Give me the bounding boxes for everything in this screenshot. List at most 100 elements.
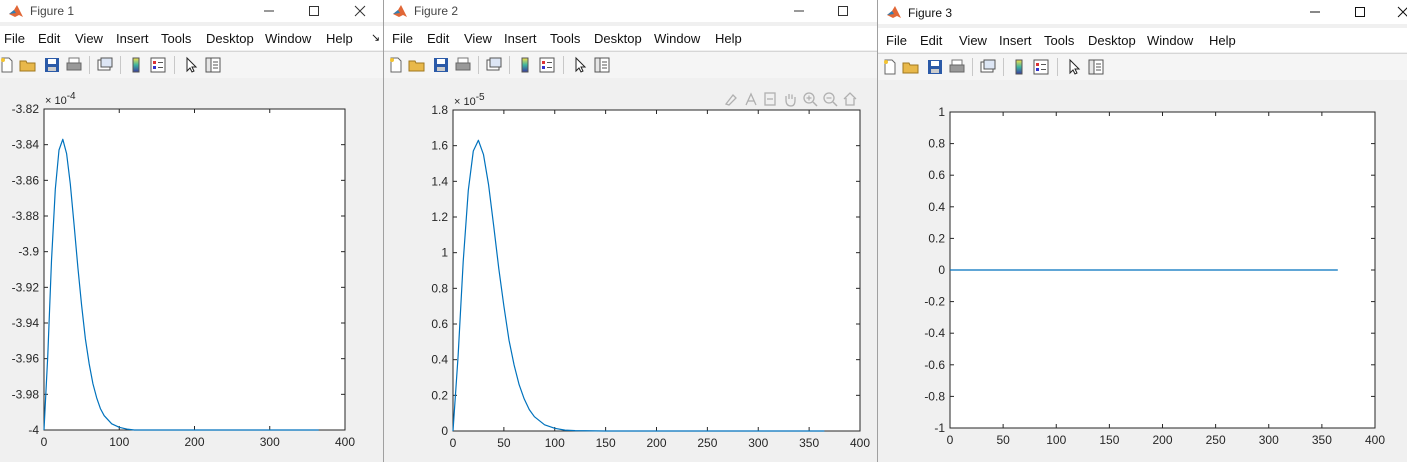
minimize-button[interactable] [1300, 3, 1330, 21]
y-tick-label: -3.86 [12, 173, 40, 187]
pointer-icon[interactable] [182, 56, 200, 74]
minimize-button[interactable] [784, 2, 814, 20]
menu-tools[interactable]: Tools [550, 31, 581, 46]
new-figure-icon[interactable] [0, 56, 16, 74]
close-icon [1397, 6, 1407, 18]
y-tick-label: -3.82 [12, 102, 40, 116]
axes-2[interactable]: 0 50 100 150 200 250 300 350 400 0 0.2 0.4 0.6 0.8 1 1.… [384, 78, 877, 462]
series-line [452, 139, 825, 432]
menu-view[interactable]: View [959, 33, 987, 48]
property-inspector-icon[interactable] [204, 56, 222, 74]
figure-toolbar [878, 53, 1407, 81]
colorbar-icon[interactable] [516, 56, 534, 74]
menu-file[interactable]: File [886, 33, 907, 48]
menu-desktop[interactable]: Desktop [206, 31, 254, 46]
close-button[interactable] [1388, 3, 1407, 21]
colorbar-icon[interactable] [127, 56, 145, 74]
zoom-out-icon[interactable] [822, 91, 838, 107]
menu-insert[interactable]: Insert [504, 31, 537, 46]
menu-edit[interactable]: Edit [38, 31, 61, 46]
home-icon[interactable] [842, 91, 858, 107]
menu-window[interactable]: Window [265, 31, 312, 46]
figure-toolbar [384, 51, 877, 79]
zoom-in-icon[interactable] [802, 91, 818, 107]
open-file-icon[interactable] [902, 58, 920, 76]
pointer-icon[interactable] [1065, 58, 1083, 76]
menu-tools[interactable]: Tools [1044, 33, 1075, 48]
y-tick-label: 0.2 [431, 388, 448, 402]
menu-view[interactable]: View [75, 31, 103, 46]
menu-file[interactable]: File [392, 31, 413, 46]
x-tick-label: 300 [1259, 433, 1279, 447]
y-tick-label: -0.6 [924, 358, 945, 372]
menu-desktop[interactable]: Desktop [1088, 33, 1136, 48]
maximize-button[interactable] [828, 2, 858, 20]
legend-icon[interactable] [1032, 58, 1050, 76]
minimize-button[interactable] [254, 2, 284, 20]
maximize-button[interactable] [1345, 3, 1375, 21]
x-tick-label: 50 [497, 436, 511, 450]
close-button[interactable] [345, 2, 375, 20]
print-icon[interactable] [948, 58, 966, 76]
property-inspector-icon[interactable] [593, 56, 611, 74]
menu-help[interactable]: Help [1209, 33, 1236, 48]
x-tick-label: 250 [697, 436, 717, 450]
y-tick-label: -3.84 [12, 138, 40, 152]
save-icon[interactable] [432, 56, 450, 74]
menu-overflow[interactable]: ↘ [371, 32, 381, 44]
x-tick-label: 200 [1152, 433, 1172, 447]
x-tick-label: 400 [1365, 433, 1385, 447]
new-figure-icon[interactable] [387, 56, 405, 74]
open-file-icon[interactable] [19, 56, 37, 74]
menu-insert[interactable]: Insert [116, 31, 149, 46]
menu-window[interactable]: Window [654, 31, 701, 46]
y-tick-label: -0.2 [924, 295, 945, 309]
minimize-icon [264, 10, 274, 12]
y-tick-label: -3.96 [12, 352, 40, 366]
y-tick-label: 0 [441, 424, 448, 438]
title-bar[interactable]: Figure 2 [384, 0, 877, 22]
save-icon[interactable] [926, 58, 944, 76]
data-tips-icon[interactable] [743, 91, 759, 107]
open-file-icon[interactable] [408, 56, 426, 74]
link-plot-icon[interactable] [979, 58, 997, 76]
link-plot-icon[interactable] [485, 56, 503, 74]
menu-tools[interactable]: Tools [161, 31, 192, 46]
menu-file[interactable]: File [4, 31, 25, 46]
menu-help[interactable]: Help [326, 31, 353, 46]
title-bar[interactable]: Figure 3 [878, 0, 1407, 24]
y-tick-label: 0.6 [431, 317, 448, 331]
axes-1[interactable]: 0 100 200 300 400 -3.82 -3.84 -3.86 -3.88 -3.9 -3.… [0, 78, 383, 462]
maximize-button[interactable] [299, 2, 329, 20]
colorbar-icon[interactable] [1010, 58, 1028, 76]
menu-window[interactable]: Window [1147, 33, 1194, 48]
new-figure-icon[interactable] [881, 58, 899, 76]
restore-view-icon[interactable] [762, 91, 778, 107]
menu-view[interactable]: View [464, 31, 492, 46]
y-tick-label: -3.94 [12, 316, 40, 330]
legend-icon[interactable] [149, 56, 167, 74]
axes-3[interactable]: 0 50 100 150 200 250 300 350 400 1 0.8 0.6 0.4 0.2 0 -0… [878, 80, 1407, 462]
toolbar-separator [89, 56, 90, 74]
menu-insert[interactable]: Insert [999, 33, 1032, 48]
print-icon[interactable] [454, 56, 472, 74]
y-tick-label: -3.98 [12, 387, 40, 401]
legend-icon[interactable] [538, 56, 556, 74]
x-tick-label: 200 [184, 435, 204, 449]
print-icon[interactable] [65, 56, 83, 74]
menu-desktop[interactable]: Desktop [594, 31, 642, 46]
menu-help[interactable]: Help [715, 31, 742, 46]
link-plot-icon[interactable] [96, 56, 114, 74]
title-bar[interactable]: Figure 1 [0, 0, 383, 22]
brush-icon[interactable] [723, 91, 739, 107]
pan-icon[interactable] [782, 91, 798, 107]
x-tick-label: 300 [260, 435, 280, 449]
menu-edit[interactable]: Edit [920, 33, 943, 48]
pointer-icon[interactable] [571, 56, 589, 74]
menu-bar: File Edit View Insert Tools Desktop Wind… [0, 26, 383, 50]
save-icon[interactable] [43, 56, 61, 74]
menu-edit[interactable]: Edit [427, 31, 450, 46]
toolbar-separator [174, 56, 175, 74]
property-inspector-icon[interactable] [1087, 58, 1105, 76]
x-tick-label: 100 [109, 435, 129, 449]
